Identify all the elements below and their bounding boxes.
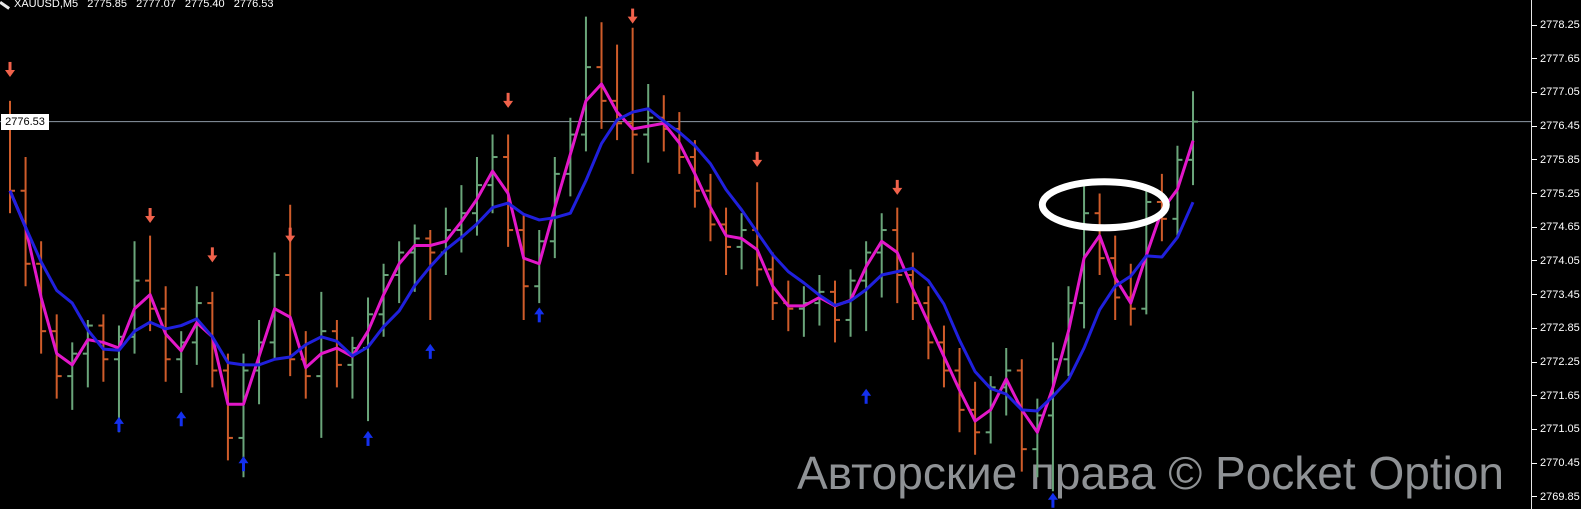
price-axis-label: 2778.25 [1540, 19, 1580, 31]
ohlc-bar [861, 241, 872, 332]
ma-slow-line [8, 107, 1195, 413]
ohlc-bar [347, 336, 358, 399]
price-axis-label: 2776.45 [1540, 120, 1580, 133]
axis-tick-mark [1532, 58, 1537, 60]
ohlc-bar [331, 319, 342, 388]
ohlc-bar [222, 353, 233, 461]
ohlc-bar [534, 230, 545, 304]
ohlc-bar [67, 342, 78, 410]
quote-bar: XAUUSD,M5 2775.85 2777.07 2775.40 2776.5… [14, 0, 280, 10]
price-axis-label: 2772.85 [1540, 322, 1580, 335]
axis-tick-mark [1532, 496, 1537, 498]
quote-close: 2776.53 [233, 0, 274, 10]
ohlc-bar [736, 213, 747, 270]
quote-high: 2777.07 [136, 0, 176, 10]
price-axis-label: 2777.65 [1540, 52, 1580, 65]
axis-tick-mark [1532, 91, 1537, 93]
highlight-ellipse-annotation [1038, 178, 1170, 232]
price-axis-label: 2771.65 [1540, 389, 1580, 402]
current-price-label: 2776.53 [1, 113, 49, 130]
price-axis-label: 2773.45 [1540, 288, 1580, 301]
buy-signal-arrow-icon [363, 430, 374, 446]
price-axis-label: 2775.85 [1540, 153, 1580, 166]
quote-open: 2775.85 [87, 0, 128, 10]
buy-signal-arrow-icon [425, 343, 436, 359]
axis-tick-mark [1532, 327, 1537, 329]
ohlc-bar [363, 297, 374, 422]
price-axis-label: 2769.85 [1540, 490, 1580, 503]
ohlc-bar [876, 213, 887, 298]
ohlc-bars-layer [5, 16, 1199, 492]
ohlc-bar [1047, 342, 1058, 492]
axis-tick-mark [1532, 125, 1537, 127]
sell-signal-arrow-icon [892, 179, 903, 195]
axis-tick-mark [1532, 159, 1537, 161]
ohlc-bar [596, 22, 607, 129]
price-axis[interactable]: 2778.25 2777.65 2777.05 2776.45 2775.85 2775.… [1531, 0, 1581, 509]
buy-signal-arrow-icon [176, 411, 187, 427]
axis-tick-mark [1532, 361, 1537, 363]
buy-signal-arrow-icon [238, 456, 249, 472]
chart-symbol-icon [1, 1, 11, 9]
price-axis-label: 2774.05 [1540, 254, 1580, 267]
price-axis-label: 2770.45 [1540, 457, 1580, 470]
price-axis-label: 2771.05 [1540, 423, 1580, 436]
ma-fast-line [8, 82, 1195, 434]
sell-signal-arrow-icon [627, 8, 638, 24]
price-axis-label: 2774.65 [1540, 221, 1580, 234]
sell-signal-arrow-icon [5, 61, 15, 77]
ohlc-bar [20, 157, 31, 287]
ohlc-bar [145, 235, 156, 332]
axis-tick-mark [1532, 193, 1537, 195]
quote-low: 2775.40 [184, 0, 225, 10]
ohlc-bar [176, 331, 187, 393]
ohlc-bar [503, 134, 514, 247]
axis-tick-mark [1532, 226, 1537, 228]
ohlc-bar [845, 269, 856, 337]
sell-signal-arrow-icon [285, 227, 296, 243]
axis-tick-mark [1532, 260, 1537, 262]
signal-arrows-layer [5, 8, 1058, 508]
buy-signal-arrow-icon [534, 307, 545, 323]
sell-signal-arrow-icon [752, 151, 763, 167]
sell-signal-arrow-icon [145, 208, 156, 224]
buy-signal-arrow-icon [1047, 492, 1058, 508]
price-chart-canvas[interactable] [0, 0, 1531, 509]
buy-signal-arrow-icon [113, 416, 124, 432]
ohlc-bar [829, 280, 840, 343]
ohlc-bar [627, 27, 638, 174]
ohlc-bar [1188, 91, 1199, 186]
broker-watermark: Авторские права © Pocket Option [797, 447, 1504, 499]
ohlc-bar [814, 275, 825, 326]
ohlc-bar [612, 44, 623, 141]
ohlc-bar [316, 291, 327, 438]
axis-tick-mark [1532, 24, 1537, 26]
axis-tick-mark [1532, 462, 1537, 464]
axis-tick-mark [1532, 395, 1537, 397]
ohlc-bar [269, 252, 280, 360]
price-axis-label: 2775.25 [1540, 187, 1580, 200]
ohlc-bar [721, 207, 732, 275]
axis-tick-mark [1532, 294, 1537, 296]
ohlc-bar [643, 83, 654, 163]
ohlc-bar [518, 213, 529, 320]
sell-signal-arrow-icon [207, 247, 218, 263]
symbol-timeframe-label: XAUUSD,M5 [14, 0, 79, 10]
ohlc-bar [1156, 173, 1167, 242]
ohlc-bar [798, 286, 809, 337]
ohlc-bar [51, 314, 62, 399]
buy-signal-arrow-icon [861, 388, 872, 404]
ohlc-bar [580, 16, 591, 152]
price-axis-label: 2772.25 [1540, 356, 1580, 369]
axis-tick-mark [1532, 428, 1537, 430]
ohlc-bar [1016, 359, 1027, 472]
sell-signal-arrow-icon [503, 92, 514, 108]
price-axis-label: 2777.05 [1540, 86, 1580, 99]
